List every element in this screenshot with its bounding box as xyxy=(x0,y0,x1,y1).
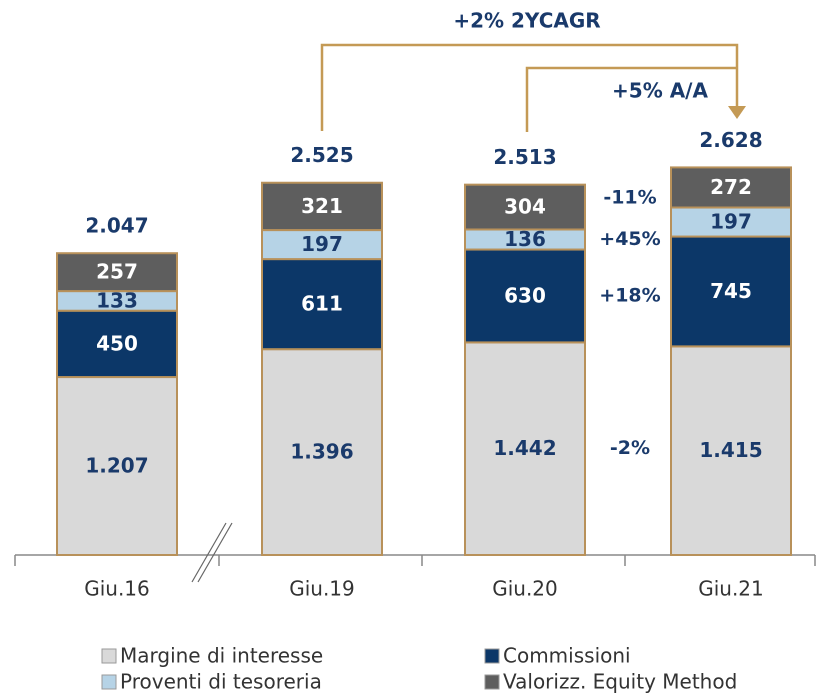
data-label: 272 xyxy=(710,175,752,199)
bar-segment xyxy=(56,309,178,379)
x-tick-label: Giu.20 xyxy=(492,577,558,601)
arrow-head xyxy=(728,106,746,119)
total-label: 2.047 xyxy=(85,214,148,238)
data-label: 133 xyxy=(96,288,138,312)
legend-label: Valorizz. Equity Method xyxy=(503,670,737,694)
total-label: 2.525 xyxy=(290,143,353,167)
data-label: 611 xyxy=(301,292,343,316)
data-label: 1.207 xyxy=(85,454,148,478)
bar-segment xyxy=(670,206,792,238)
growth-label: -11% xyxy=(603,187,656,209)
data-label: 321 xyxy=(301,194,343,218)
bar-segment xyxy=(261,181,383,232)
axis-break xyxy=(191,522,233,583)
x-tick-label: Giu.16 xyxy=(84,577,150,601)
bar-segment xyxy=(464,248,586,344)
bar-segment xyxy=(670,235,792,348)
data-label: 1.442 xyxy=(493,436,556,460)
bar-segment xyxy=(464,183,586,231)
cagr-arrow xyxy=(320,43,739,131)
bar-segment xyxy=(56,252,178,293)
data-label: 197 xyxy=(301,232,343,256)
growth-label: +45% xyxy=(599,228,660,250)
legend-swatch xyxy=(484,648,500,664)
legend-swatch xyxy=(101,648,117,664)
data-label: 197 xyxy=(710,210,752,234)
bar-segment xyxy=(261,229,383,261)
bar-segment xyxy=(56,376,178,556)
data-label: 745 xyxy=(710,279,752,303)
x-tick-label: Giu.21 xyxy=(698,577,764,601)
growth-label: -2% xyxy=(610,437,650,459)
legend-swatch xyxy=(484,674,500,690)
growth-label: +18% xyxy=(599,284,660,306)
data-label: 1.396 xyxy=(290,440,353,464)
data-label: 450 xyxy=(96,331,138,355)
axis-ticks xyxy=(14,555,816,566)
bar-segment xyxy=(464,341,586,556)
bar-segment xyxy=(261,348,383,557)
legend-label: Commissioni xyxy=(503,644,631,668)
legend-label: Margine di interesse xyxy=(120,644,323,668)
total-label: 2.513 xyxy=(493,145,556,169)
bar-segment xyxy=(261,258,383,351)
legend-swatch xyxy=(101,674,117,690)
data-label: 304 xyxy=(504,195,546,219)
yoy-arrow xyxy=(525,66,737,132)
annotation: +5% A/A xyxy=(612,79,708,103)
x-tick-label: Giu.19 xyxy=(289,577,355,601)
total-label: 2.628 xyxy=(699,128,762,152)
legend-label: Proventi di tesoreria xyxy=(120,670,322,694)
data-label: 1.415 xyxy=(699,438,762,462)
data-label: 630 xyxy=(504,283,546,307)
data-label: 257 xyxy=(96,260,138,284)
data-label: 136 xyxy=(504,227,546,251)
annotation: +2% 2YCAGR xyxy=(453,9,600,33)
bar-segment xyxy=(670,166,792,209)
